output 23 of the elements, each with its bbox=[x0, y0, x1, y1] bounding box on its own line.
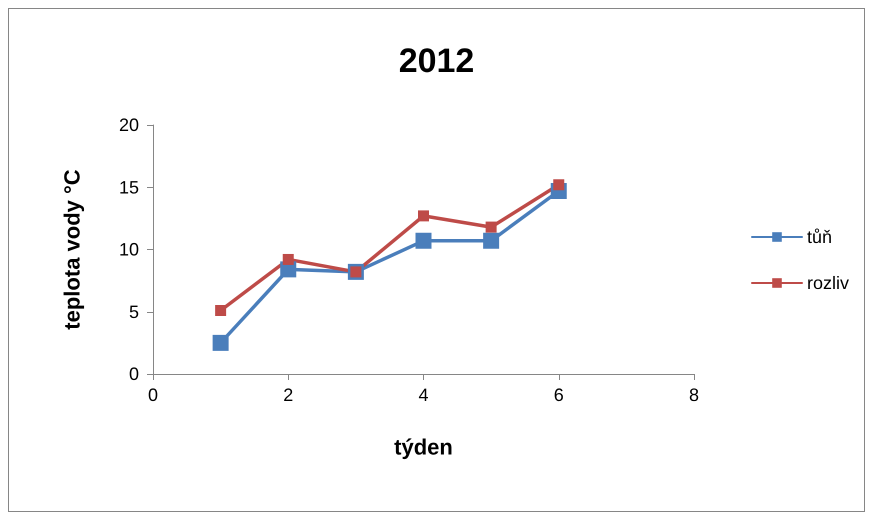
y-axis-title: teplota vody °C bbox=[60, 169, 84, 330]
y-tick-label: 15 bbox=[118, 177, 139, 198]
x-tick-label: 0 bbox=[148, 385, 158, 405]
x-tick-label: 6 bbox=[554, 385, 564, 405]
point bbox=[553, 179, 564, 190]
x-tick-label: 8 bbox=[688, 385, 700, 405]
point bbox=[483, 232, 500, 249]
y-tick-label: 0 bbox=[128, 364, 139, 384]
chart-title: 2012 bbox=[398, 42, 474, 80]
point bbox=[486, 222, 497, 233]
point bbox=[416, 232, 432, 249]
y-tick-label: 10 bbox=[118, 240, 139, 260]
legend-label: rozliv bbox=[806, 273, 850, 293]
x-axis-title: týden bbox=[394, 434, 453, 460]
point bbox=[282, 254, 294, 265]
legend-label: tůň bbox=[806, 227, 832, 247]
x-tick-label: 4 bbox=[418, 385, 429, 405]
point bbox=[215, 305, 226, 316]
y-tick-label: 20 bbox=[118, 115, 139, 135]
x-tick-label: 2 bbox=[283, 385, 294, 405]
point bbox=[418, 210, 429, 222]
y-tick-label: 5 bbox=[128, 302, 139, 322]
point bbox=[212, 334, 229, 351]
